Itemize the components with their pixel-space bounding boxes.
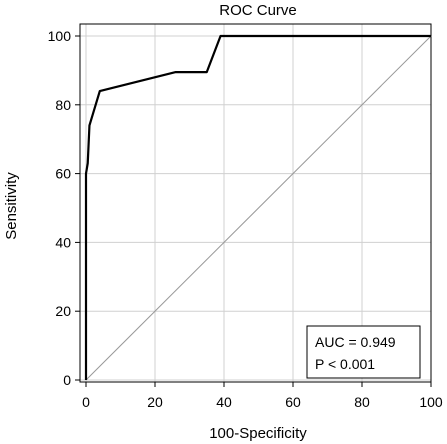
x-axis: 0 20 40 60 80 100: [82, 382, 443, 410]
y-tick-label: 0: [63, 372, 71, 388]
x-tick-label: 20: [147, 394, 163, 410]
x-axis-title: 100-Specificity: [209, 425, 307, 442]
auc-box: AUC = 0.949 P < 0.001: [306, 325, 421, 379]
plot-frame: [79, 23, 432, 383]
auc-label: AUC = 0.949: [315, 334, 396, 350]
auc-box-frame: [306, 325, 421, 379]
y-axis-title: Sensitivity: [3, 172, 20, 240]
y-tick-label: 20: [55, 303, 71, 319]
x-tick-label: 0: [82, 394, 90, 410]
chart-title: ROC Curve: [219, 2, 297, 19]
roc-curve-line: [84, 34, 431, 380]
p-value-label: P < 0.001: [315, 356, 375, 372]
y-axis: 0 20 40 60 80 100: [48, 28, 80, 388]
y-tick-label: 60: [55, 166, 71, 182]
reference-line: [85, 35, 432, 381]
series-group: [84, 34, 432, 381]
y-tick-label: 80: [55, 97, 71, 113]
y-tick-label: 100: [48, 28, 72, 44]
x-tick-label: 40: [216, 394, 232, 410]
x-tick-label: 80: [354, 394, 370, 410]
x-tick-label: 100: [419, 394, 443, 410]
x-tick-label: 60: [285, 394, 301, 410]
y-tick-label: 40: [55, 234, 71, 250]
